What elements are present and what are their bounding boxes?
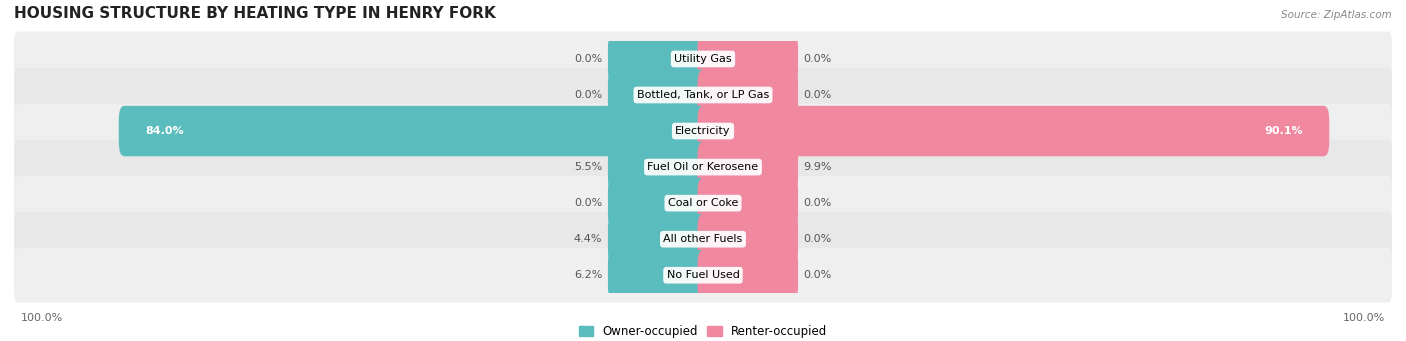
FancyBboxPatch shape: [607, 70, 709, 120]
FancyBboxPatch shape: [14, 248, 1392, 302]
Text: 90.1%: 90.1%: [1264, 126, 1303, 136]
FancyBboxPatch shape: [607, 214, 709, 264]
Text: HOUSING STRUCTURE BY HEATING TYPE IN HENRY FORK: HOUSING STRUCTURE BY HEATING TYPE IN HEN…: [14, 6, 496, 21]
FancyBboxPatch shape: [607, 178, 709, 228]
FancyBboxPatch shape: [607, 34, 709, 84]
FancyBboxPatch shape: [118, 106, 709, 156]
FancyBboxPatch shape: [14, 32, 1392, 86]
Text: 9.9%: 9.9%: [804, 162, 832, 172]
Legend: Owner-occupied, Renter-occupied: Owner-occupied, Renter-occupied: [574, 321, 832, 341]
FancyBboxPatch shape: [607, 250, 709, 300]
Text: 0.0%: 0.0%: [804, 54, 832, 64]
FancyBboxPatch shape: [697, 142, 799, 192]
Text: 100.0%: 100.0%: [21, 313, 63, 324]
Text: All other Fuels: All other Fuels: [664, 234, 742, 244]
Text: 0.0%: 0.0%: [804, 270, 832, 280]
FancyBboxPatch shape: [697, 250, 799, 300]
Text: 5.5%: 5.5%: [574, 162, 602, 172]
FancyBboxPatch shape: [14, 176, 1392, 231]
Text: 0.0%: 0.0%: [804, 234, 832, 244]
Text: 0.0%: 0.0%: [574, 54, 602, 64]
FancyBboxPatch shape: [607, 142, 709, 192]
FancyBboxPatch shape: [697, 106, 1329, 156]
Text: Bottled, Tank, or LP Gas: Bottled, Tank, or LP Gas: [637, 90, 769, 100]
Text: 0.0%: 0.0%: [804, 90, 832, 100]
Text: 0.0%: 0.0%: [574, 198, 602, 208]
FancyBboxPatch shape: [697, 70, 799, 120]
FancyBboxPatch shape: [14, 140, 1392, 194]
Text: Source: ZipAtlas.com: Source: ZipAtlas.com: [1281, 10, 1392, 20]
FancyBboxPatch shape: [697, 214, 799, 264]
Text: 0.0%: 0.0%: [804, 198, 832, 208]
FancyBboxPatch shape: [14, 104, 1392, 159]
FancyBboxPatch shape: [697, 34, 799, 84]
FancyBboxPatch shape: [14, 68, 1392, 122]
FancyBboxPatch shape: [14, 212, 1392, 267]
Text: No Fuel Used: No Fuel Used: [666, 270, 740, 280]
Text: Electricity: Electricity: [675, 126, 731, 136]
Text: 100.0%: 100.0%: [1343, 313, 1385, 324]
Text: 6.2%: 6.2%: [574, 270, 602, 280]
FancyBboxPatch shape: [697, 178, 799, 228]
Text: 84.0%: 84.0%: [145, 126, 184, 136]
Text: 4.4%: 4.4%: [574, 234, 602, 244]
Text: 0.0%: 0.0%: [574, 90, 602, 100]
Text: Fuel Oil or Kerosene: Fuel Oil or Kerosene: [647, 162, 759, 172]
Text: Utility Gas: Utility Gas: [675, 54, 731, 64]
Text: Coal or Coke: Coal or Coke: [668, 198, 738, 208]
